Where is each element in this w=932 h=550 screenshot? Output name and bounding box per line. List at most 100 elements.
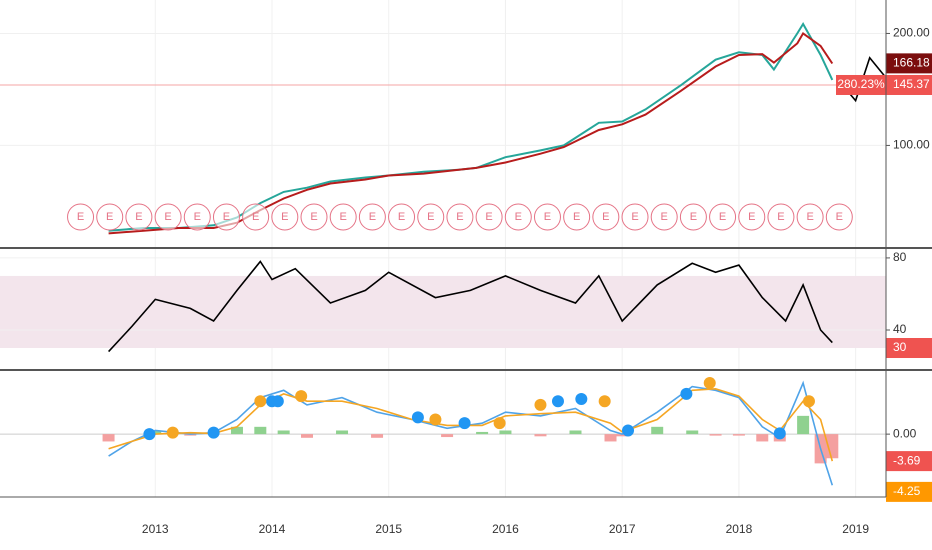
cross-dot	[551, 395, 564, 408]
cross-dot	[143, 428, 156, 441]
histogram-bar	[499, 430, 512, 435]
price-label: 166.18	[893, 56, 930, 70]
earnings-marker	[825, 203, 853, 231]
cross-dot	[598, 395, 611, 408]
earnings-label: E	[369, 211, 376, 223]
annotation-label: 280.23%	[837, 77, 885, 91]
histogram-bar	[371, 434, 384, 438]
earnings-marker	[650, 203, 678, 231]
price-label-box	[886, 481, 932, 502]
earnings-label: E	[544, 211, 551, 223]
histogram-bar	[336, 430, 349, 435]
earnings-marker	[125, 203, 153, 231]
y-tick-label: 100.00	[893, 138, 930, 152]
histogram-bar	[569, 430, 582, 435]
earnings-marker	[358, 203, 386, 231]
histogram-bar	[616, 434, 629, 437]
cross-dot	[411, 411, 424, 424]
earnings-label: E	[573, 211, 580, 223]
price-label-box	[886, 53, 932, 74]
histogram-bar	[709, 434, 722, 436]
earnings-marker	[475, 203, 503, 231]
y-tick-label: 80	[893, 250, 907, 264]
earnings-marker	[679, 203, 707, 231]
earnings-label: E	[164, 211, 171, 223]
histogram-bar	[102, 434, 115, 442]
earnings-marker	[796, 203, 824, 231]
histogram-bar	[686, 430, 699, 435]
cross-dot	[534, 398, 547, 411]
earnings-label: E	[106, 211, 113, 223]
cross-dot	[703, 376, 716, 389]
series-line	[108, 387, 834, 462]
histogram-bar	[651, 426, 664, 435]
earnings-label: E	[427, 211, 434, 223]
histogram-bar	[230, 426, 243, 435]
cross-dot	[271, 395, 284, 408]
annotation-box	[836, 74, 886, 95]
cross-dot	[773, 427, 786, 440]
histogram-bar	[534, 434, 547, 437]
histogram-bar	[277, 430, 290, 435]
earnings-label: E	[310, 211, 317, 223]
earnings-marker	[592, 203, 620, 231]
earnings-label: E	[777, 211, 784, 223]
cross-dot	[166, 426, 179, 439]
earnings-label: E	[602, 211, 609, 223]
earnings-marker	[446, 203, 474, 231]
y-tick-label: 0.00	[893, 426, 917, 440]
cross-dot	[680, 387, 693, 400]
earnings-label: E	[515, 211, 522, 223]
cross-dot	[575, 393, 588, 406]
earnings-label: E	[398, 211, 405, 223]
earnings-label: E	[281, 211, 288, 223]
cross-dot	[493, 417, 506, 430]
earnings-marker	[738, 203, 766, 231]
earnings-label: E	[223, 211, 230, 223]
x-tick-label: 2016	[492, 522, 519, 536]
earnings-label: E	[748, 211, 755, 223]
histogram-bar	[604, 434, 617, 442]
x-tick-label: 2018	[726, 522, 753, 536]
earnings-marker	[417, 203, 445, 231]
series-line	[108, 380, 834, 486]
earnings-label: E	[661, 211, 668, 223]
earnings-label: E	[340, 211, 347, 223]
earnings-marker	[183, 203, 211, 231]
y-tick-label: 40	[893, 322, 907, 336]
earnings-label: E	[836, 211, 843, 223]
earnings-marker	[388, 203, 416, 231]
earnings-marker	[212, 203, 240, 231]
earnings-marker	[242, 203, 270, 231]
earnings-marker	[271, 203, 299, 231]
earnings-marker	[533, 203, 561, 231]
cross-dot	[622, 424, 635, 437]
price-label-box	[886, 451, 932, 472]
earnings-label: E	[456, 211, 463, 223]
cross-dot	[429, 413, 442, 426]
earnings-marker	[621, 203, 649, 231]
x-tick-label: 2014	[259, 522, 286, 536]
x-tick-label: 2019	[842, 522, 869, 536]
earnings-marker	[767, 203, 795, 231]
earnings-marker	[563, 203, 591, 231]
histogram-bar	[732, 434, 745, 436]
cross-dot	[254, 395, 267, 408]
price-label: -3.69	[893, 453, 921, 467]
histogram-bar	[149, 430, 162, 435]
earnings-marker	[504, 203, 532, 231]
earnings-marker	[329, 203, 357, 231]
histogram-bar	[476, 431, 489, 435]
price-label-box	[886, 74, 932, 95]
cross-dot	[802, 395, 815, 408]
x-tick-label: 2015	[375, 522, 402, 536]
earnings-marker	[154, 203, 182, 231]
earnings-label: E	[194, 211, 201, 223]
price-label: 145.37	[893, 77, 930, 91]
histogram-bar	[797, 415, 810, 435]
earnings-marker	[300, 203, 328, 231]
earnings-label: E	[631, 211, 638, 223]
earnings-label: E	[690, 211, 697, 223]
cross-dot	[295, 390, 308, 403]
earnings-label: E	[806, 211, 813, 223]
